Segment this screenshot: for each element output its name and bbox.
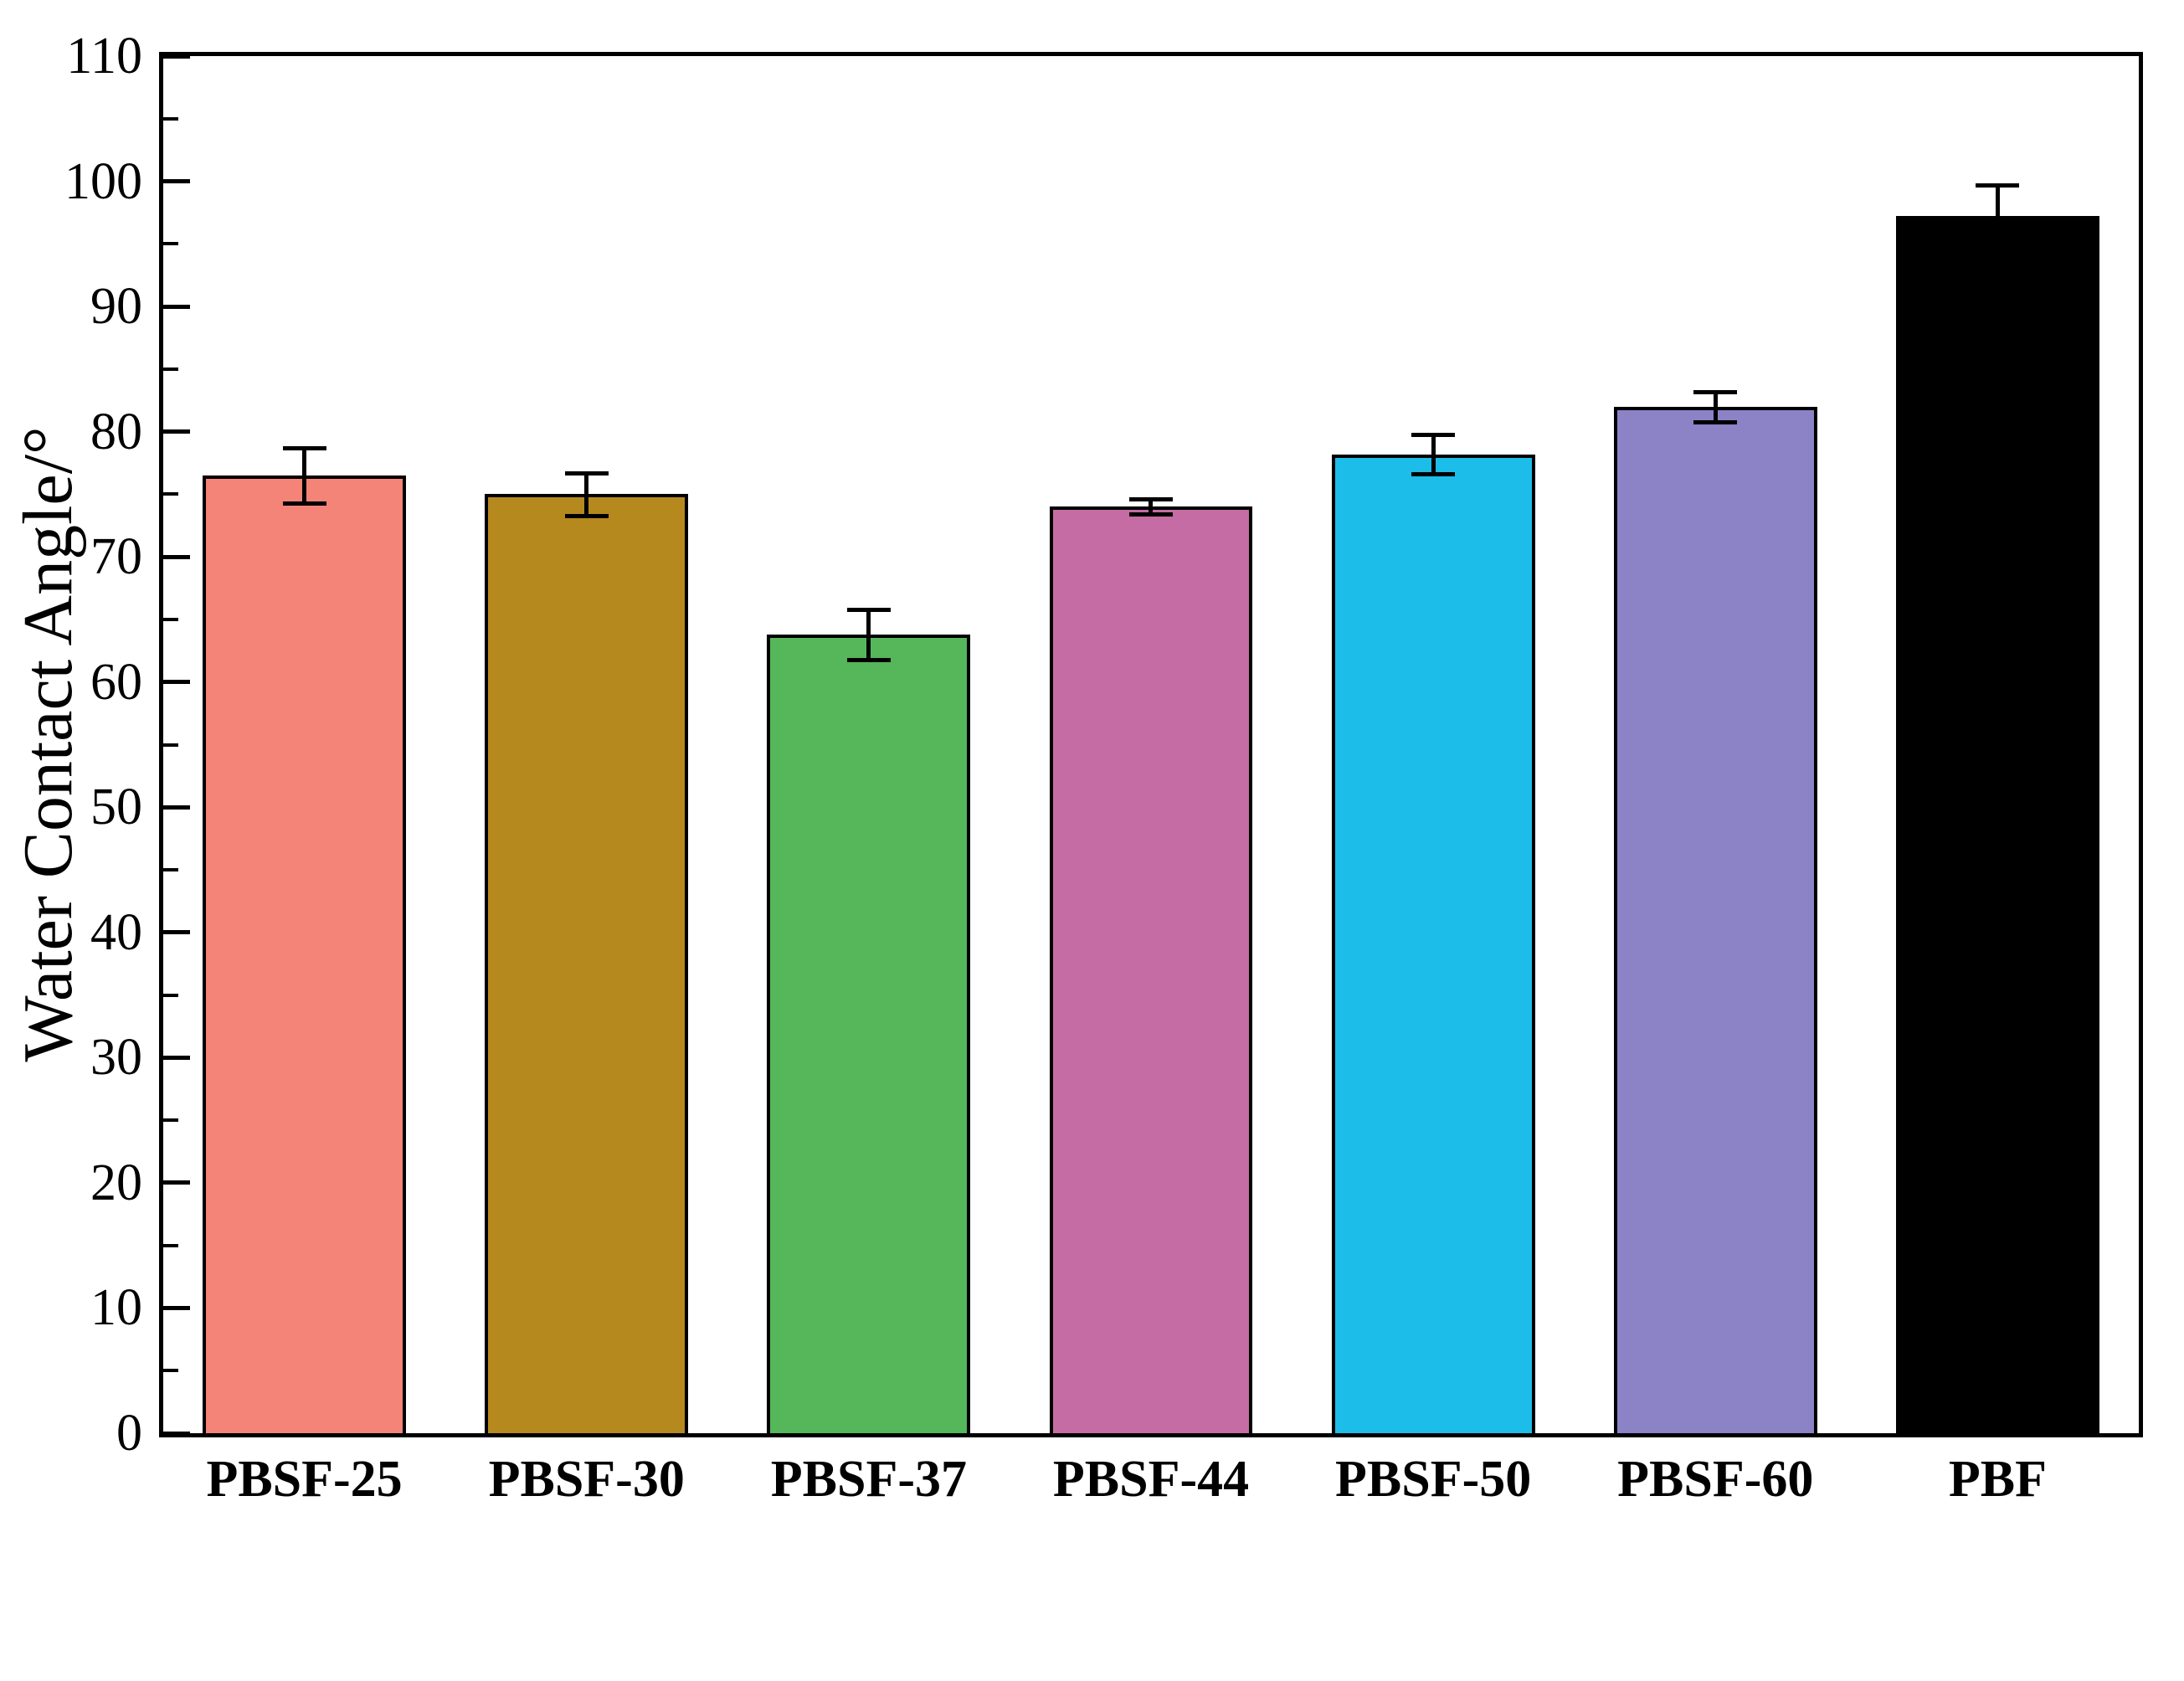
error-bar: [1149, 499, 1154, 515]
bars-row: [163, 56, 2139, 1433]
y-tick-label: 40: [90, 903, 142, 961]
bar-slot: [1575, 56, 1857, 1433]
y-tick-label: 0: [116, 1405, 142, 1462]
error-bar-cap-top: [282, 446, 326, 451]
y-tick-mark: [163, 930, 190, 935]
y-minor-tick-mark: [163, 868, 178, 872]
bar-PBSF-44: [1049, 506, 1253, 1433]
y-tick-label: 10: [90, 1279, 142, 1337]
error-bar: [584, 473, 589, 516]
y-tick-mark: [163, 54, 190, 59]
y-minor-tick-mark: [163, 743, 178, 747]
bar-PBSF-60: [1613, 406, 1817, 1433]
error-bar: [1995, 185, 2000, 248]
error-bar: [1431, 434, 1436, 475]
error-bar-cap-top: [1411, 432, 1456, 437]
error-bar-cap-top: [1976, 183, 2020, 188]
y-tick-mark: [163, 1431, 190, 1436]
error-bar: [1713, 391, 1718, 422]
bar-PBF: [1896, 216, 2099, 1433]
bar-slot: [1010, 56, 1292, 1433]
error-bar: [866, 609, 871, 660]
error-bar: [302, 448, 307, 503]
error-bar-cap-top: [1128, 497, 1173, 502]
y-tick-label: 110: [66, 28, 142, 85]
bar-slot: [1857, 56, 2139, 1433]
bar-PBSF-25: [203, 475, 406, 1433]
x-category-label: PBSF-60: [1617, 1451, 1814, 1508]
y-minor-tick-mark: [163, 1369, 178, 1373]
y-minor-tick-mark: [163, 367, 178, 371]
error-bar-cap-top: [846, 608, 891, 612]
y-minor-tick-mark: [163, 492, 178, 496]
y-tick-label: 80: [90, 403, 142, 460]
y-minor-tick-mark: [163, 993, 178, 997]
y-minor-tick-mark: [163, 116, 178, 121]
y-tick-label: 60: [90, 653, 142, 711]
y-tick-label: 30: [90, 1029, 142, 1087]
error-bar-cap-bottom: [1693, 419, 1738, 424]
y-tick-mark: [163, 1055, 190, 1060]
bar-slot: [1292, 56, 1575, 1433]
x-category-label: PBSF-30: [488, 1451, 685, 1508]
y-tick-label: 50: [90, 779, 142, 836]
y-tick-mark: [163, 805, 190, 810]
bar-PBSF-30: [485, 494, 689, 1433]
y-tick-mark: [163, 1180, 190, 1185]
error-bar-cap-bottom: [564, 513, 609, 518]
x-category-label: PBSF-25: [206, 1451, 403, 1508]
bar-slot: [727, 56, 1010, 1433]
error-bar-cap-bottom: [1128, 512, 1173, 517]
error-bar-cap-bottom: [282, 501, 326, 506]
x-category-label: PBSF-44: [1052, 1451, 1250, 1508]
y-tick-label: 90: [90, 278, 142, 336]
y-minor-tick-mark: [163, 242, 178, 246]
x-category-label: PBF: [1948, 1451, 2047, 1508]
y-tick-mark: [163, 179, 190, 184]
bar-slot: [163, 56, 445, 1433]
bar-PBSF-50: [1331, 454, 1535, 1433]
x-axis-category-labels: PBSF-25 PBSF-30 PBSF-37 PBSF-44 PBSF-50 PBSF-…: [163, 1450, 2139, 1509]
y-tick-label: 20: [90, 1154, 142, 1211]
y-tick-label: 100: [64, 152, 142, 210]
y-tick-mark: [163, 304, 190, 309]
y-tick-mark: [163, 429, 190, 434]
y-minor-tick-mark: [163, 1118, 178, 1123]
y-minor-tick-mark: [163, 617, 178, 621]
bar-PBSF-37: [767, 634, 971, 1433]
x-category-label: PBSF-50: [1335, 1451, 1532, 1508]
error-bar-cap-bottom: [1411, 472, 1456, 477]
error-bar-cap-top: [1693, 389, 1738, 394]
y-tick-mark: [163, 680, 190, 685]
y-tick-mark: [163, 1305, 190, 1310]
y-axis-tick-labels: 0 10 20 30 40 50 60 70 80 90 100 110: [0, 30, 142, 1459]
error-bar-cap-bottom: [846, 657, 891, 662]
x-category-label: PBSF-37: [770, 1451, 967, 1508]
y-minor-tick-mark: [163, 1243, 178, 1247]
error-bar-cap-bottom: [1976, 245, 2020, 250]
error-bar-cap-top: [564, 471, 609, 476]
plot-area: [159, 52, 2143, 1437]
y-tick-mark: [163, 554, 190, 559]
y-tick-label: 70: [90, 528, 142, 586]
bar-slot: [445, 56, 727, 1433]
